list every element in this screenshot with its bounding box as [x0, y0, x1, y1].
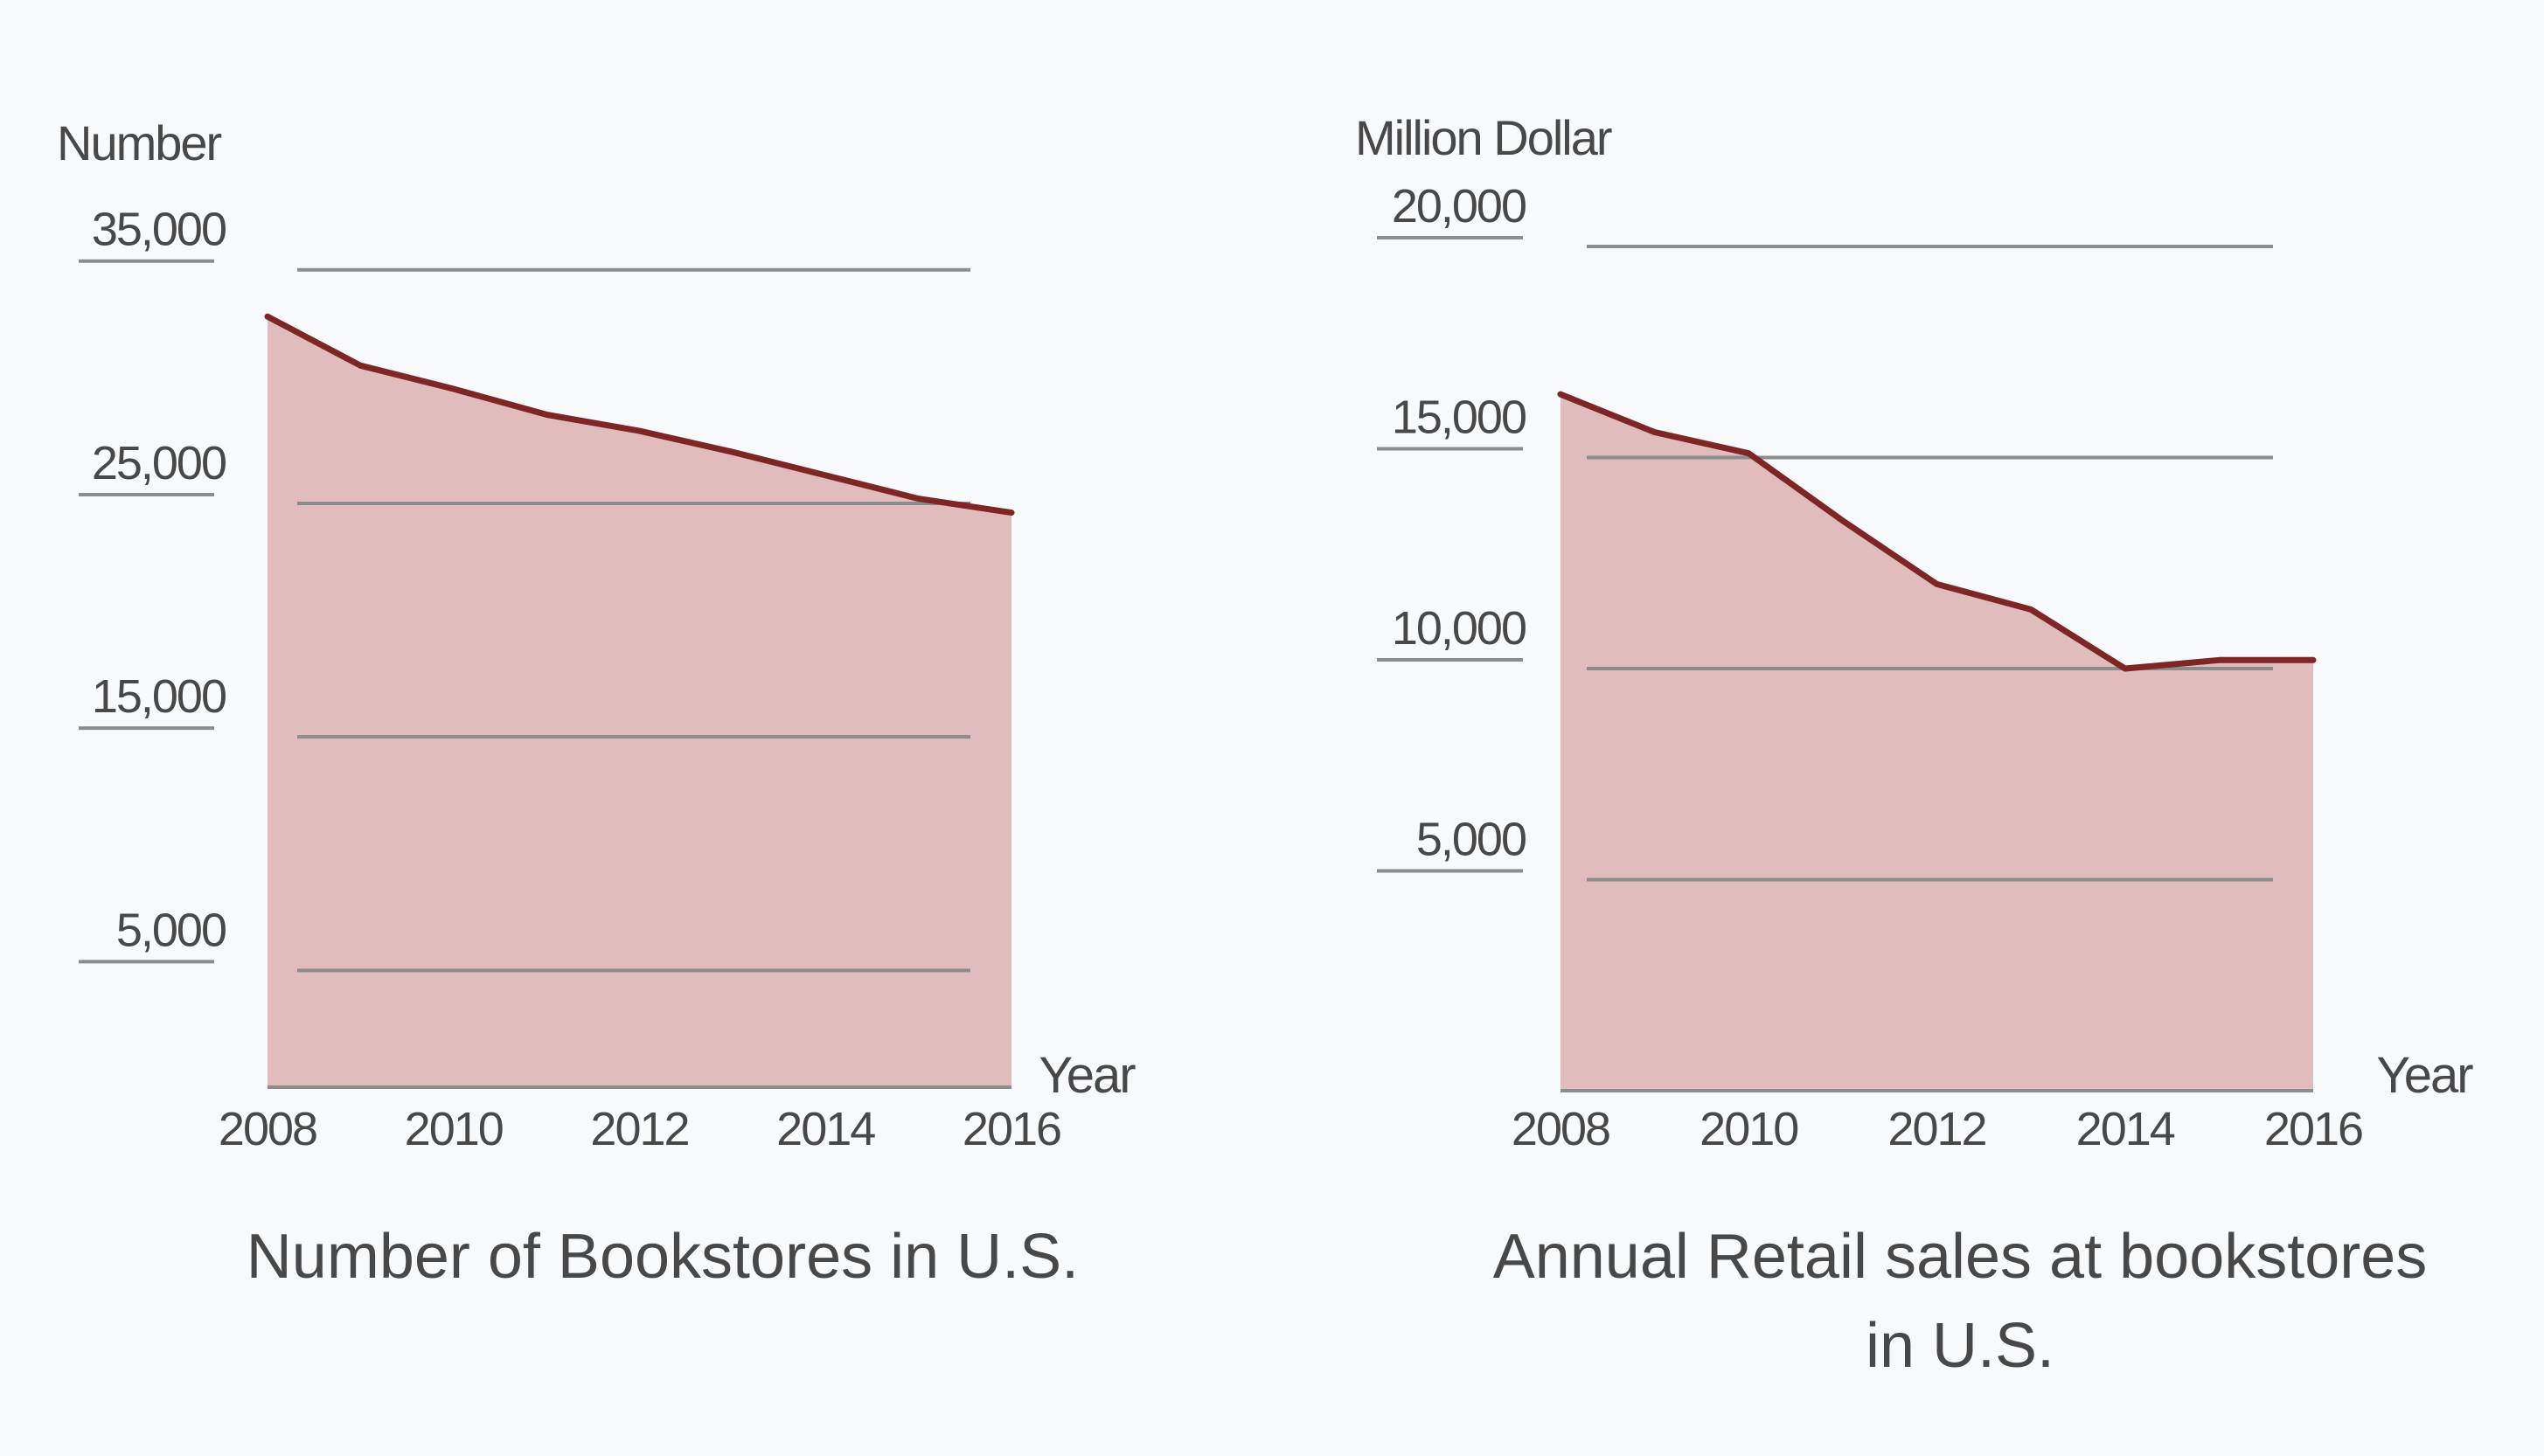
chart-title: Annual Retail sales at bookstores in U.S. — [1493, 1222, 2428, 1381]
x-axis-label: Year — [2376, 1047, 2473, 1104]
series-area — [1560, 394, 2313, 1092]
series-area — [268, 316, 1011, 1087]
y-tick-label: 25,000 — [92, 437, 226, 489]
y-axis-label: Number — [57, 115, 222, 170]
x-tick-label: 2016 — [963, 1103, 1060, 1155]
x-tick-label: 2010 — [1699, 1103, 1797, 1155]
chart-2: 5,000 10,000 15,000 20,000 Million Dollar 200… — [1355, 110, 2475, 1381]
y-axis-label: Million Dollar — [1355, 110, 1612, 165]
x-tick-label: 2010 — [405, 1103, 503, 1155]
chart-1: 5,000 15,000 25,000 35,000 Number 2008 2010 201… — [57, 115, 1137, 1292]
x-tick-label: 2008 — [1512, 1103, 1609, 1155]
chart-title: Number of Bookstores in U.S. — [247, 1222, 1079, 1292]
y-tick-label: 20,000 — [1392, 180, 1526, 232]
x-tick-label: 2016 — [2264, 1103, 2362, 1155]
y-tick-label: 15,000 — [92, 670, 226, 723]
x-tick-label: 2012 — [1887, 1103, 1985, 1155]
y-tick-label: 35,000 — [92, 204, 226, 256]
x-tick-label: 2012 — [590, 1103, 688, 1155]
x-tick-label: 2014 — [2076, 1103, 2175, 1155]
x-tick-label: 2014 — [776, 1103, 875, 1155]
x-axis-label: Year — [1039, 1047, 1136, 1104]
y-tick-label: 5,000 — [116, 904, 226, 956]
y-tick-label: 10,000 — [1392, 602, 1526, 655]
x-tick-label: 2008 — [219, 1103, 316, 1155]
y-tick-label: 5,000 — [1416, 814, 1526, 866]
y-tick-label: 15,000 — [1392, 392, 1526, 444]
